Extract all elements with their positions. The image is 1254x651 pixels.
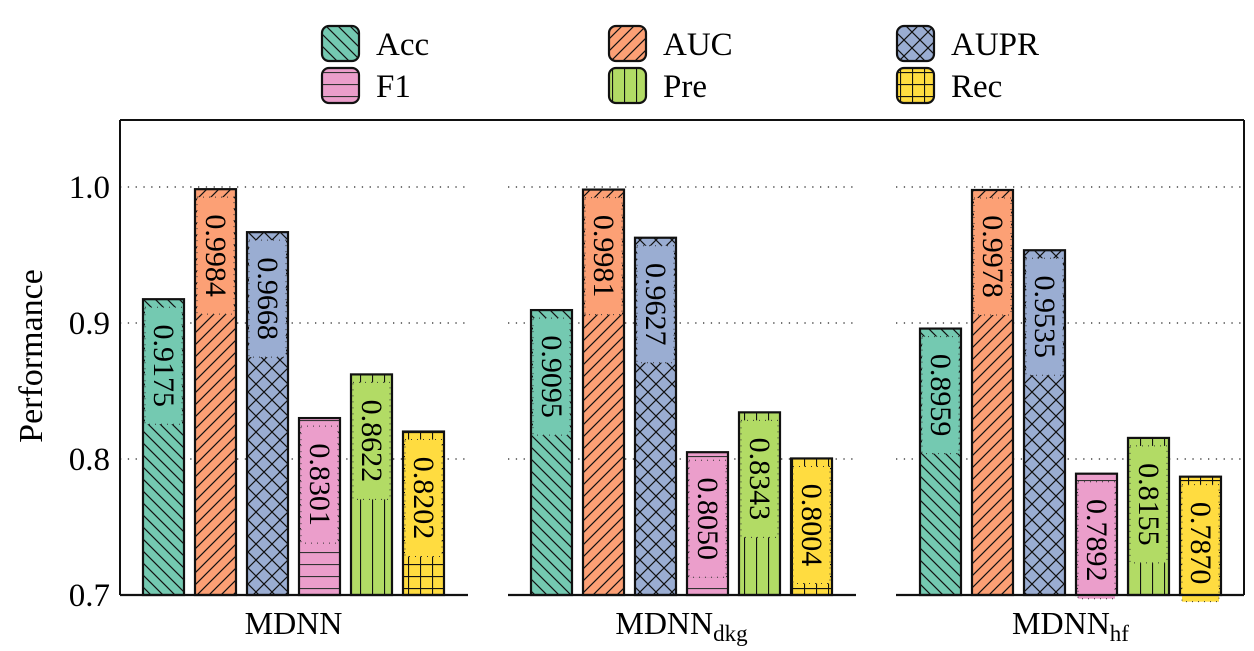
data-label: 0.9668 (251, 257, 284, 340)
data-label-box (973, 197, 1012, 316)
data-label: 0.9095 (535, 335, 568, 418)
bar-group-rec: 0.7870 (1178, 475, 1223, 603)
bar-group-pre: 0.8343 (737, 411, 782, 597)
legend-item-acc: Acc (320, 24, 429, 63)
y-tick-label: 0.7 (69, 578, 110, 614)
legend-item-f1: F1 (320, 66, 411, 105)
data-label: 0.8622 (355, 400, 388, 483)
bar-group-f1: 0.8301 (297, 416, 342, 597)
y-tick-label: 1.0 (69, 170, 110, 206)
y-axis: 0.7 0.8 0.9 1.0 (69, 170, 110, 614)
data-label: 0.7870 (1184, 502, 1217, 585)
legend-swatch (895, 24, 936, 63)
legend-label: AUC (663, 27, 733, 63)
legend-item-pre: Pre (607, 66, 707, 105)
data-label-box (1181, 484, 1220, 603)
bar-group-rec: 0.8004 (789, 457, 834, 597)
bar-group-acc: 0.9175 (141, 298, 186, 597)
data-label: 0.9535 (1028, 275, 1061, 358)
data-label: 0.9978 (976, 215, 1009, 298)
bar-group-acc: 0.9095 (529, 308, 574, 597)
bar-group-aupr: 0.9627 (633, 236, 678, 597)
legend-label: F1 (376, 69, 411, 105)
bar-group-acc: 0.8959 (918, 327, 963, 597)
data-label: 0.7892 (1080, 499, 1113, 582)
bar-group-auc: 0.9984 (193, 188, 238, 597)
y-tick-label: 0.9 (69, 306, 110, 342)
data-label: 0.9175 (147, 324, 180, 407)
legend-label: Acc (376, 27, 429, 63)
data-label: 0.9981 (587, 215, 620, 298)
x-tick-label: MDNNhf (1012, 605, 1129, 646)
bar-group-pre: 0.8155 (1126, 436, 1171, 597)
bar-group-aupr: 0.9668 (245, 231, 290, 597)
data-label-box (248, 239, 287, 358)
y-axis-label: Performance (13, 269, 50, 443)
data-label-box (144, 306, 183, 425)
y-tick-label: 0.8 (69, 442, 110, 478)
x-axis: MDNN MDNNdkg MDNNhf (245, 605, 1130, 646)
data-label-box (740, 419, 779, 538)
data-label-box (196, 196, 235, 315)
legend-swatch (320, 24, 361, 63)
bar-group-aupr: 0.9535 (1022, 249, 1067, 597)
x-tick-label: MDNNdkg (615, 605, 748, 646)
legend-label: Rec (951, 69, 1002, 105)
data-label-box (688, 459, 727, 578)
data-label: 0.9627 (639, 263, 672, 346)
legend-label: Pre (663, 69, 707, 105)
data-label-box (636, 245, 675, 364)
data-label: 0.8155 (1132, 463, 1165, 546)
legend-label: AUPR (951, 27, 1039, 63)
legend-swatch (895, 66, 936, 105)
legend-item-rec: Rec (895, 66, 1002, 105)
bars: 0.9175 0.9095 0.8959 0.9984 0.9981 0.9978 0.96… (141, 188, 1223, 603)
legend-swatch (607, 24, 648, 63)
data-label-box (1025, 257, 1064, 376)
legend-swatch (320, 66, 361, 105)
data-label-box (584, 197, 623, 316)
bar-group-auc: 0.9978 (970, 188, 1015, 597)
data-label: 0.8959 (924, 354, 957, 437)
bar-group-auc: 0.9981 (581, 188, 626, 597)
x-tick-label: MDNN (245, 605, 343, 641)
data-label: 0.8301 (303, 443, 336, 525)
legend-item-aupr: AUPR (895, 24, 1039, 63)
legend: Acc AUC AUPR F1 Pre Rec (320, 24, 1039, 105)
data-label: 0.8050 (691, 477, 724, 560)
legend-item-auc: AUC (607, 24, 733, 63)
data-label-box (792, 465, 831, 584)
legend-swatch (607, 66, 648, 105)
plot-frame (119, 119, 1245, 597)
data-label-box (532, 317, 571, 436)
data-label: 0.9984 (199, 214, 232, 297)
bar-group-pre: 0.8622 (349, 373, 394, 597)
bar-group-rec: 0.8202 (401, 430, 446, 597)
data-label-box (1077, 481, 1116, 600)
data-label-box (921, 336, 960, 455)
data-label-box (352, 381, 391, 500)
bar-group-f1: 0.8050 (685, 451, 730, 597)
data-label-box (404, 439, 443, 558)
data-label-box (300, 425, 339, 544)
data-label: 0.8343 (743, 438, 776, 521)
bar-group-f1: 0.7892 (1074, 472, 1119, 600)
data-label: 0.8004 (795, 484, 828, 567)
data-label-box (1129, 445, 1168, 564)
data-label: 0.8202 (407, 457, 440, 540)
